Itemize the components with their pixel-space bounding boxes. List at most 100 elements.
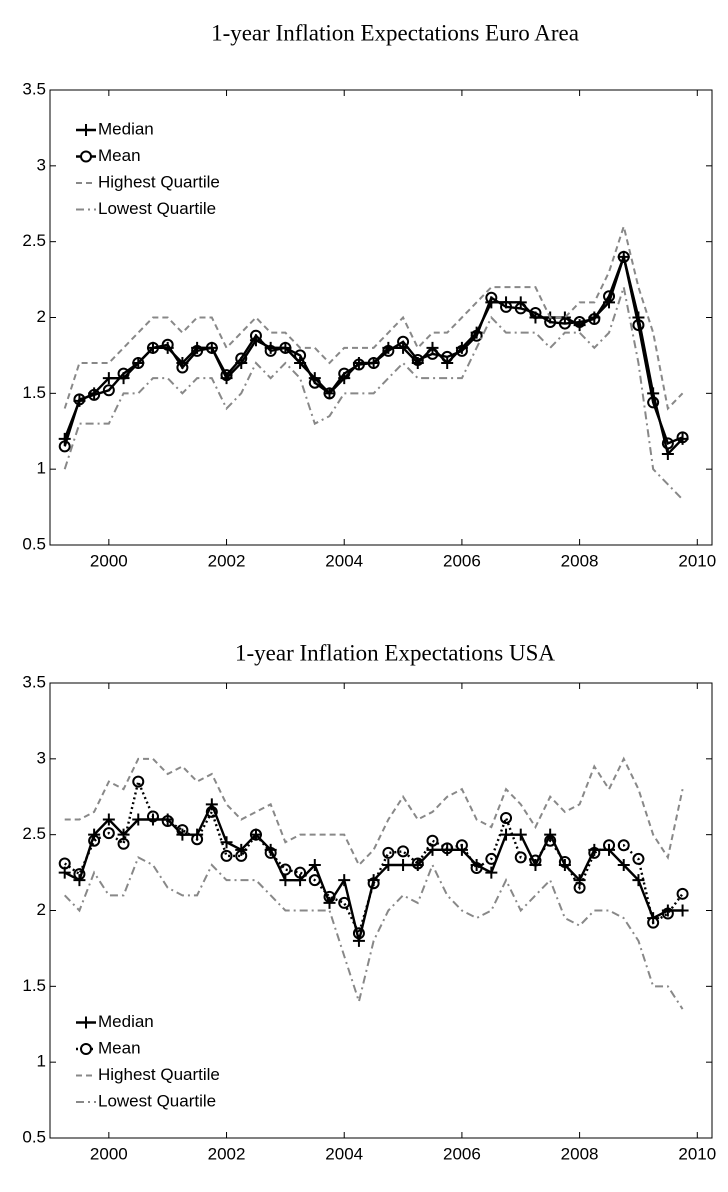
marker-circle [426,347,439,360]
legend-label: Highest Quartile [98,172,220,191]
y-tick-label: 2.5 [22,824,46,843]
marker-circle [485,291,498,304]
marker-circle [411,857,424,870]
marker-circle [529,854,542,867]
marker-circle [294,349,307,362]
marker-plus [514,828,527,841]
marker-circle [161,815,174,828]
marker-plus [88,828,101,841]
marker-plus [397,859,410,871]
marker-plus [220,836,233,849]
y-tick-label: 3 [37,748,46,767]
marker-plus [279,874,292,887]
marker-circle [161,338,174,351]
series-line [63,856,684,1010]
marker-circle [264,344,277,357]
marker-circle [514,302,527,315]
marker-circle [205,341,218,354]
marker-plus [352,934,365,947]
marker-circle [191,344,204,357]
chart-title: 1-year Inflation Expectations USA [235,640,555,665]
legend-label: Mean [98,146,141,165]
marker-plus [323,896,336,909]
marker-circle [544,834,557,847]
marker-circle [352,358,365,371]
marker-circle [117,367,130,380]
y-tick-label: 1 [37,1052,46,1071]
x-tick-label: 2010 [678,1144,716,1163]
marker-plus [544,828,557,841]
marker-circle [455,839,468,852]
y-tick-label: 2 [37,307,46,326]
marker-circle [426,834,439,847]
marker-plus [676,904,689,917]
marker-circle [588,846,601,859]
marker-circle [323,890,336,903]
marker-plus [441,357,454,369]
marker-circle [73,868,86,881]
marker-circle [558,855,571,868]
marker-circle [382,846,395,859]
series-line [63,252,684,447]
marker-circle [441,350,454,363]
marker-circle [588,313,601,326]
marker-circle [323,387,336,400]
y-tick-label: 3 [37,155,46,174]
series-line [63,286,684,501]
marker-circle [338,896,351,909]
legend-marker [80,1043,92,1055]
x-tick-label: 2002 [208,551,246,570]
marker-plus [500,828,513,841]
marker-circle [176,824,189,837]
y-tick-label: 3.5 [22,672,46,691]
plot-frame [49,89,713,546]
marker-circle [397,335,410,348]
y-tick-label: 1.5 [22,976,46,995]
marker-circle [558,317,571,330]
x-tick-label: 2000 [90,551,128,570]
chart-title: 1-year Inflation Expectations Euro Area [211,20,579,45]
marker-circle [397,845,410,858]
marker-circle [117,837,130,850]
marker-circle [647,916,660,929]
legend-label: Lowest Quartile [98,199,216,218]
marker-circle [308,874,321,887]
marker-circle [617,250,630,263]
marker-circle [352,927,365,940]
marker-circle [367,357,380,369]
y-tick-label: 2.5 [22,231,46,250]
x-tick-label: 2006 [443,551,481,570]
marker-circle [235,352,248,365]
marker-circle [603,839,616,852]
marker-circle [529,306,542,319]
marker-circle [676,887,689,900]
marker-circle [279,341,292,354]
marker-circle [132,775,145,788]
marker-circle [632,319,645,332]
marker-circle [279,863,292,876]
x-tick-label: 2008 [561,551,599,570]
marker-circle [294,866,307,879]
marker-circle [632,852,645,865]
marker-plus [426,341,439,354]
marker-circle [146,341,159,354]
y-tick-label: 1 [37,459,46,478]
marker-circle [647,396,660,409]
marker-circle [617,839,630,852]
legend-marker [80,150,92,163]
marker-plus [308,859,321,871]
marker-plus [485,866,498,879]
x-tick-label: 2006 [443,1144,481,1163]
series-line [63,222,684,411]
marker-circle [573,316,586,329]
marker-circle [470,862,483,875]
marker-circle [176,361,189,374]
marker-circle [367,877,380,890]
marker-circle [205,805,218,818]
marker-circle [470,329,483,342]
legend-label: Highest Quartile [98,1065,220,1084]
x-tick-label: 2000 [90,1144,128,1163]
legend-label: Lowest Quartile [98,1091,216,1110]
marker-circle [102,384,115,397]
series-line [63,252,684,457]
